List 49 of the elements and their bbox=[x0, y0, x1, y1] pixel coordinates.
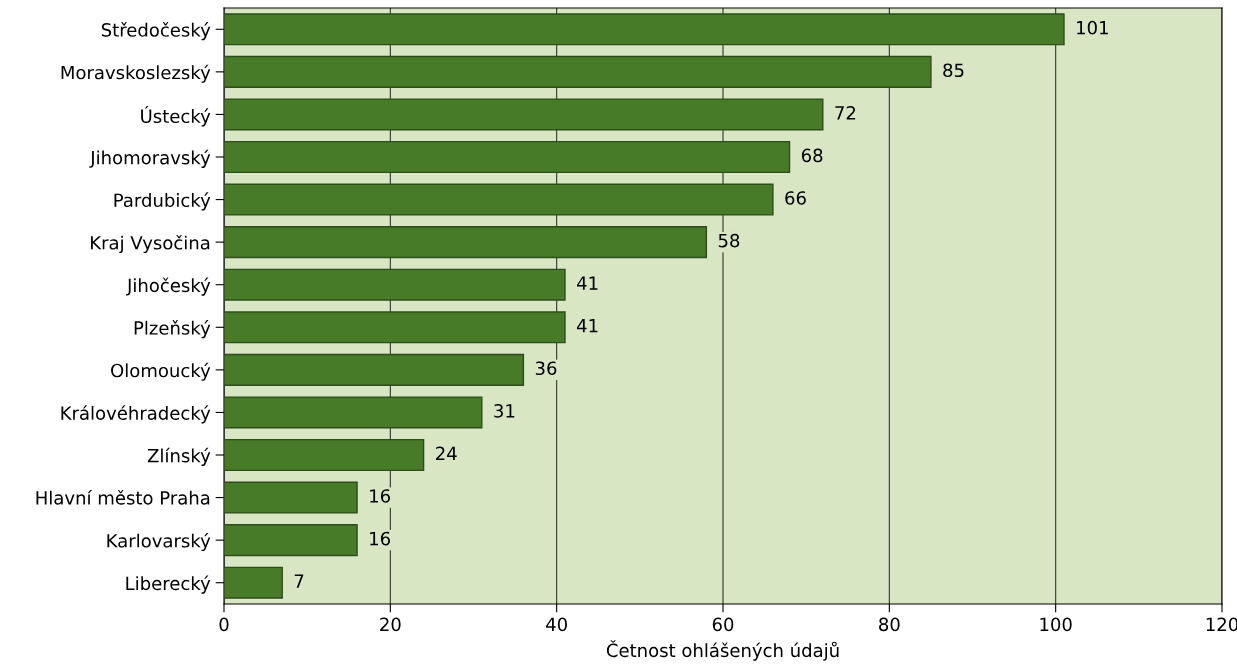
bar bbox=[224, 183, 774, 216]
y-tick-label: Karlovarský bbox=[107, 532, 211, 552]
data-label: 24 bbox=[436, 446, 457, 460]
bar bbox=[224, 438, 425, 472]
bar bbox=[224, 311, 566, 344]
x-tick-label: 40 bbox=[546, 617, 567, 632]
y-tick-label: Moravskoslezský bbox=[61, 64, 211, 83]
y-tick-label: Kraj Vysočina bbox=[91, 234, 210, 254]
x-tick-label: 0 bbox=[219, 617, 229, 632]
bar bbox=[224, 396, 483, 429]
data-label: 85 bbox=[943, 63, 964, 78]
data-label: 41 bbox=[576, 276, 598, 290]
data-label: 72 bbox=[835, 106, 856, 120]
data-label: 7 bbox=[294, 574, 304, 588]
y-tick-label: Zlínský bbox=[147, 447, 211, 466]
y-tick-label: Liberecký bbox=[126, 575, 211, 594]
bar bbox=[224, 13, 1065, 46]
bar bbox=[224, 268, 566, 301]
y-tick-label: Olomoucký bbox=[111, 362, 211, 381]
bar bbox=[224, 353, 525, 386]
bar bbox=[224, 566, 283, 599]
y-tick-label: Pardubický bbox=[114, 192, 211, 211]
data-label: 68 bbox=[801, 148, 823, 163]
bar bbox=[224, 481, 358, 514]
bar bbox=[224, 226, 708, 259]
data-label: 31 bbox=[494, 404, 515, 418]
y-tick-label: Středočeský bbox=[101, 22, 211, 41]
bar bbox=[224, 98, 824, 131]
data-label: 36 bbox=[535, 361, 557, 376]
y-tick-label: Královéhradecký bbox=[61, 405, 211, 424]
data-label: 16 bbox=[370, 531, 391, 546]
y-tick-label: Plzeňský bbox=[134, 320, 211, 339]
x-tick-label: 80 bbox=[879, 617, 900, 632]
y-tick-label: Hlavní město Praha bbox=[36, 489, 210, 505]
data-label: 58 bbox=[718, 233, 740, 248]
x-tick-label: 20 bbox=[380, 617, 401, 632]
x-axis-title: Četnost ohlášených údajů bbox=[606, 640, 839, 661]
y-tick-label: Jihočeský bbox=[126, 277, 211, 296]
data-label: 16 bbox=[370, 489, 391, 503]
data-label: 41 bbox=[576, 319, 598, 333]
data-label: 101 bbox=[1077, 20, 1108, 35]
data-label: 66 bbox=[785, 191, 806, 205]
y-tick-label: Ústecký bbox=[141, 106, 211, 127]
bar bbox=[224, 140, 791, 174]
bar bbox=[224, 55, 932, 88]
x-tick-label: 100 bbox=[1040, 617, 1072, 632]
x-tick-label: 60 bbox=[712, 617, 734, 632]
y-tick-label: Jihomoravský bbox=[89, 149, 211, 168]
bar bbox=[224, 524, 358, 557]
